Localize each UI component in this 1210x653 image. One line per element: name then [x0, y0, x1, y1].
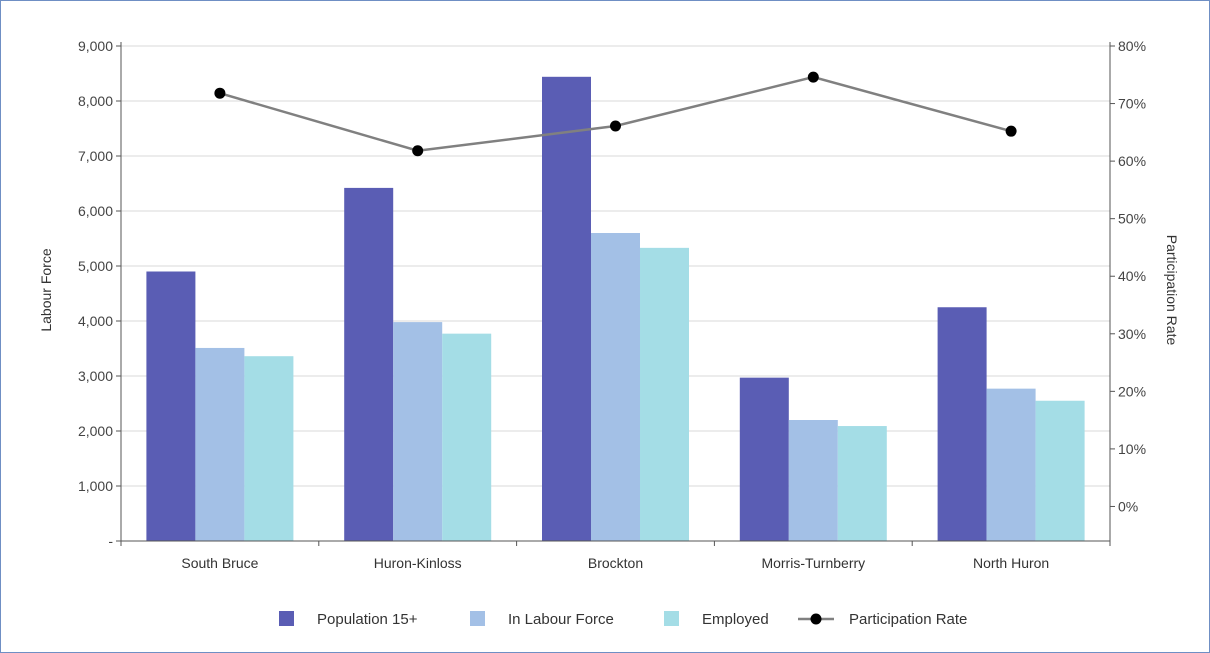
- left-tick-label: 7,000: [78, 148, 113, 164]
- right-axis-ticks: 0% 10% 20% 30% 40% 50% 60% 70% 80%: [1110, 38, 1146, 514]
- right-tick-label: 10%: [1118, 441, 1146, 457]
- bar: [739, 377, 789, 541]
- right-axis-title: Participation Rate: [1164, 235, 1180, 346]
- left-tick-label: 6,000: [78, 203, 113, 219]
- legend: Population 15+ In Labour Force Employed Par…: [279, 611, 967, 628]
- left-axis-ticks: - 1,000 2,000 3,000 4,000 5,000 6,000 7,000 8,00…: [78, 38, 121, 549]
- legend-swatch: [279, 611, 294, 626]
- right-tick-label: 20%: [1118, 383, 1146, 399]
- participation-rate-point: [1005, 125, 1017, 137]
- participation-rate-line: [214, 71, 1017, 157]
- bar: [146, 271, 196, 541]
- category-label: Morris-Turnberry: [761, 555, 865, 571]
- bar: [244, 356, 294, 541]
- left-tick-label: 4,000: [78, 313, 113, 329]
- right-tick-label: 0%: [1118, 498, 1138, 514]
- legend-label: Participation Rate: [849, 611, 967, 628]
- bar: [393, 322, 443, 541]
- bar: [591, 233, 640, 541]
- left-tick-label: 5,000: [78, 258, 113, 274]
- legend-label: In Labour Force: [508, 611, 614, 628]
- left-tick-label: 2,000: [78, 423, 113, 439]
- bar: [1035, 400, 1085, 541]
- participation-rate-point: [610, 120, 621, 132]
- left-tick-label: 9,000: [78, 38, 113, 54]
- bar: [344, 187, 394, 541]
- left-tick-label: -: [108, 533, 113, 549]
- category-labels: South Bruce Huron-Kinloss Brockton Morris-T…: [181, 555, 1049, 571]
- left-axis-title: Labour Force: [38, 248, 54, 331]
- left-tick-label: 1,000: [78, 478, 113, 494]
- participation-rate-point: [412, 145, 424, 157]
- bar: [788, 420, 838, 541]
- right-tick-label: 40%: [1118, 268, 1146, 284]
- category-label: Brockton: [588, 555, 643, 571]
- category-label: South Bruce: [181, 555, 258, 571]
- bars: [146, 76, 1085, 542]
- legend-swatch: [664, 611, 679, 626]
- bar: [442, 333, 492, 541]
- right-tick-label: 70%: [1118, 96, 1146, 112]
- participation-rate-point: [807, 71, 819, 83]
- bar: [542, 76, 591, 542]
- legend-label: Employed: [702, 611, 769, 628]
- category-label: North Huron: [973, 555, 1049, 571]
- bar: [837, 426, 887, 541]
- participation-rate-point: [214, 87, 226, 99]
- right-tick-label: 80%: [1118, 38, 1146, 54]
- right-tick-label: 60%: [1118, 153, 1146, 169]
- bar: [986, 388, 1036, 541]
- legend-label: Population 15+: [317, 611, 418, 628]
- bar: [937, 307, 987, 541]
- category-label: Huron-Kinloss: [374, 555, 462, 571]
- legend-marker-swatch: [810, 613, 822, 625]
- right-tick-label: 30%: [1118, 326, 1146, 342]
- left-tick-label: 8,000: [78, 93, 113, 109]
- axes: [120, 42, 1111, 546]
- legend-swatch: [470, 611, 485, 626]
- bar: [195, 347, 245, 541]
- bar: [640, 247, 689, 541]
- right-tick-label: 50%: [1118, 211, 1146, 227]
- left-tick-label: 3,000: [78, 368, 113, 384]
- participation-rate-path: [219, 75, 1012, 153]
